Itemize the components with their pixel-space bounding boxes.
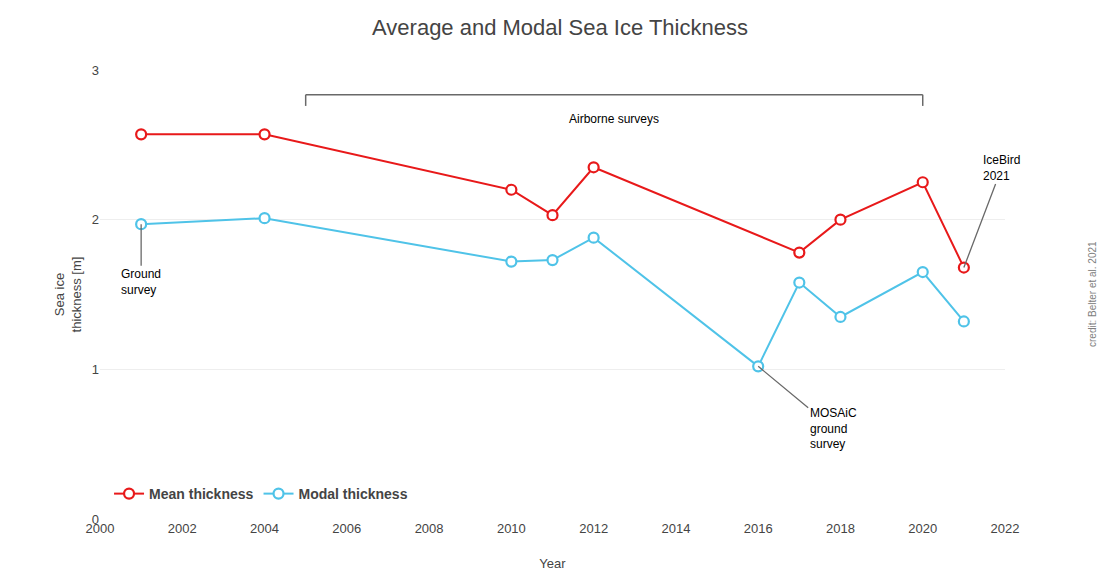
svg-text:1: 1 [92, 362, 99, 377]
svg-text:2014: 2014 [661, 521, 690, 536]
svg-text:2018: 2018 [826, 521, 855, 536]
svg-text:credit: Belter et al. 2021: credit: Belter et al. 2021 [1087, 241, 1098, 347]
svg-text:3: 3 [92, 63, 99, 78]
svg-text:0: 0 [92, 512, 99, 527]
svg-text:Modal thickness: Modal thickness [299, 486, 408, 502]
svg-text:2012: 2012 [579, 521, 608, 536]
svg-text:2002: 2002 [168, 521, 197, 536]
svg-text:Sea icethickness [m]: Sea icethickness [m] [52, 257, 84, 333]
svg-text:Airborne surveys: Airborne surveys [569, 112, 659, 126]
svg-text:Groundsurvey: Groundsurvey [121, 267, 161, 297]
svg-text:2022: 2022 [991, 521, 1020, 536]
svg-text:Mean thickness: Mean thickness [149, 486, 253, 502]
svg-text:MOSAiCgroundsurvey: MOSAiCgroundsurvey [810, 406, 857, 451]
svg-text:2008: 2008 [415, 521, 444, 536]
svg-text:2000: 2000 [86, 521, 115, 536]
svg-text:2: 2 [92, 212, 99, 227]
svg-text:Average and Modal Sea Ice Thic: Average and Modal Sea Ice Thickness [372, 15, 748, 40]
svg-text:2016: 2016 [744, 521, 773, 536]
svg-text:2010: 2010 [497, 521, 526, 536]
svg-text:2004: 2004 [250, 521, 279, 536]
svg-text:2006: 2006 [332, 521, 361, 536]
svg-text:Year: Year [539, 556, 566, 571]
svg-text:2020: 2020 [908, 521, 937, 536]
svg-text:IceBird2021: IceBird2021 [983, 153, 1020, 183]
